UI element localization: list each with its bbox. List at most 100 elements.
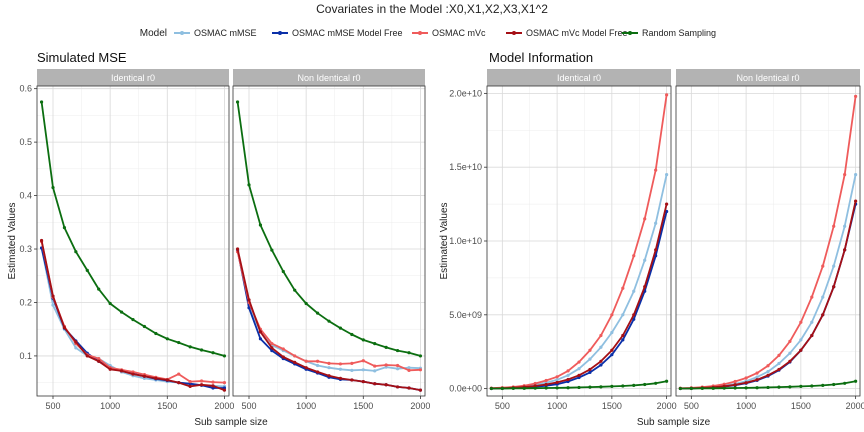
data-point-random-sampling [108,301,112,306]
facet-strip [37,69,229,86]
data-point-osmac-mmse [854,172,858,177]
data-point-osmac-mvc-model-free [165,378,169,382]
legend-label-osmac-mmse: OSMAC mMSE [194,28,257,38]
data-point-osmac-mvc-model-free [407,386,411,390]
data-point-osmac-mvc [177,372,181,376]
data-point-osmac-mvc-model-free [843,248,847,252]
series-line-osmac-mmse [236,251,421,372]
data-point-osmac-mvc-model-free [281,355,285,359]
x-tick-label: 1500 [602,401,622,411]
data-point-osmac-mmse [621,313,625,317]
data-point-osmac-mvc-model-free [621,333,625,338]
data-point-random-sampling [39,100,44,104]
data-point-osmac-mmse [632,289,636,293]
legend: Model OSMAC mMSE OSMAC mMSE Model Free OSMA… [140,28,716,39]
data-point-osmac-mvc [533,381,537,386]
data-point-osmac-mvc-model-free [74,340,78,344]
data-point-osmac-mvc [610,313,614,317]
data-point-osmac-mvc-model-free [610,348,614,352]
data-point-random-sampling [821,383,825,387]
data-point-osmac-mmse [599,345,603,349]
data-point-random-sampling [338,326,343,330]
data-point-osmac-mvc-model-free [654,248,658,252]
data-point-osmac-mvc-model-free [188,384,192,388]
chart-simulated-mse: Simulated MSE Estimated Values Sub sample … [7,50,430,428]
data-point-osmac-mvc [270,342,274,346]
data-point-osmac-mvc [544,378,548,383]
series-line-osmac-mvc-model-free [40,240,225,391]
panel-non-identical-r0: Non Identical r0 500 1000 1500 2000 [675,69,864,411]
legend-title: Model [140,28,167,39]
chart-title: Simulated MSE [37,50,127,65]
x-tick-label: 2000 [657,401,677,411]
figure-title: Covariates in the Model :X0,X1,X2,X3,X1^… [316,2,548,16]
data-point-random-sampling [177,340,181,345]
data-point-random-sampling [755,386,759,390]
data-point-random-sampling [643,382,647,387]
series-line-osmac-mmse [680,174,857,390]
data-point-osmac-mvc [643,217,647,221]
data-point-random-sampling [211,351,215,355]
data-point-random-sampling [678,386,682,391]
data-point-osmac-mmse [788,351,792,355]
data-point-osmac-mvc [395,363,400,368]
data-point-osmac-mmse [843,224,847,228]
data-point-osmac-mvc [599,333,603,338]
data-point-osmac-mvc [733,379,737,384]
data-point-osmac-mvc [821,264,825,268]
legend-marker-random-sampling [628,31,632,35]
data-point-osmac-mvc [632,254,636,258]
data-point-random-sampling [588,385,592,389]
series-line-osmac-mmse-model-free [40,247,225,389]
legend-marker-osmac-mvc [418,31,422,35]
data-point-random-sampling [315,311,320,315]
data-point-random-sampling [599,385,603,389]
data-point-osmac-mvc-model-free [211,384,215,388]
data-point-osmac-mvc [188,379,192,384]
data-point-osmac-mvc-model-free [304,366,308,370]
data-point-random-sampling [711,386,715,390]
series-line-osmac-mmse [491,174,668,390]
data-point-osmac-mvc [199,379,204,383]
data-point-osmac-mvc-model-free [142,374,147,378]
data-point-osmac-mmse [654,221,658,225]
data-point-random-sampling [854,379,858,383]
x-tick-label: 500 [45,401,60,411]
data-point-osmac-mvc-model-free [799,348,803,352]
data-point-osmac-mvc-model-free [544,382,548,387]
data-point-osmac-mvc [384,363,388,367]
data-point-osmac-mmse [361,368,365,372]
y-tick-label: 0.4 [19,191,32,201]
data-point-random-sampling [188,345,192,349]
series-line-random-sampling [40,101,225,357]
data-point-osmac-mvc-model-free [810,333,814,338]
data-point-random-sampling [281,269,285,274]
data-point-random-sampling [555,386,559,390]
data-point-osmac-mvc-model-free [418,388,423,392]
data-point-osmac-mvc-model-free [755,378,759,382]
data-point-random-sampling [689,386,693,391]
data-point-osmac-mmse [315,363,320,368]
data-point-osmac-mvc-model-free [119,369,124,373]
data-point-random-sampling [665,379,669,383]
data-point-osmac-mvc-model-free [62,325,67,330]
data-point-osmac-mvc-model-free [555,380,559,385]
legend-label-osmac-mvc-model-free: OSMAC mVc Model Free [526,28,628,38]
data-point-osmac-mmse-model-free [610,353,614,357]
data-point-osmac-mvc-model-free [315,370,320,374]
data-point-random-sampling [304,301,308,306]
data-point-osmac-mvc-model-free [373,382,377,386]
data-point-osmac-mvc [293,354,297,358]
data-point-osmac-mmse [755,375,759,379]
data-point-random-sampling [843,381,847,385]
data-point-osmac-mvc [843,172,847,177]
x-axis-label: Sub sample size [637,417,711,428]
data-point-osmac-mvc-model-free [533,384,537,388]
panel-border [232,85,426,397]
data-point-osmac-mvc-model-free [766,373,770,377]
data-point-osmac-mvc-model-free [665,202,669,206]
y-tick-label: 2.0e+10 [449,88,482,98]
data-point-random-sampling [621,384,625,388]
chart-title: Model Information [489,50,593,65]
